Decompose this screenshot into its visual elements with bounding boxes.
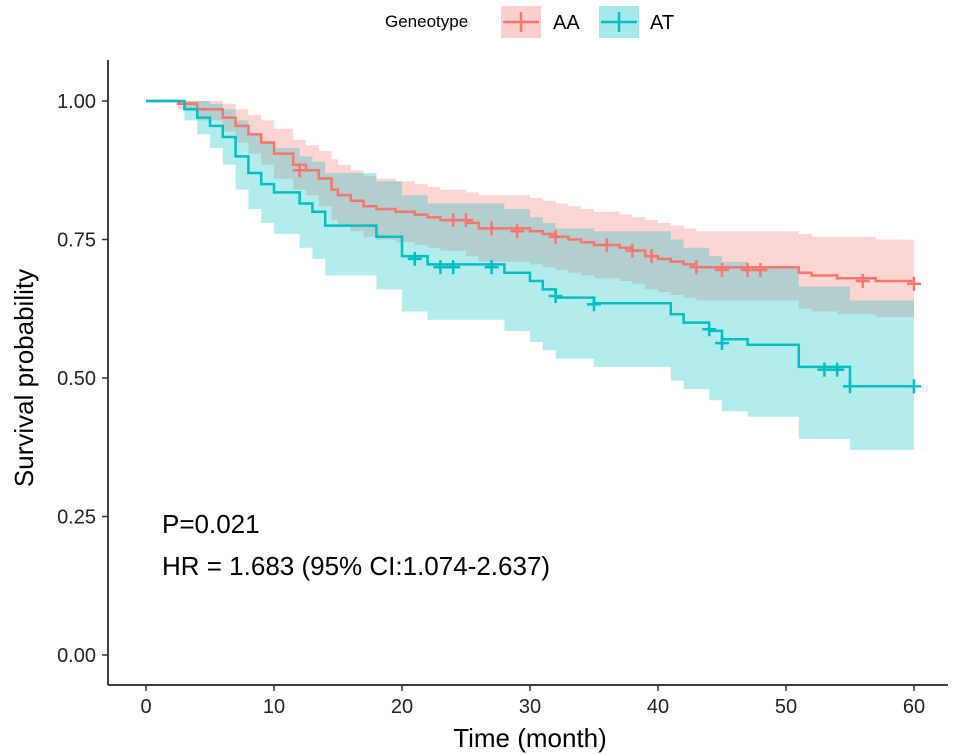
x-axis-ticks: 0 10 20 30 40 50 60: [140, 685, 925, 718]
censor-mark-aa: [907, 276, 921, 291]
censor-mark-at: [715, 336, 729, 351]
censor-mark-aa: [740, 262, 755, 277]
censor-mark-aa: [715, 262, 729, 277]
censor-mark-aa: [548, 229, 563, 244]
censor-mark-aa: [689, 260, 704, 275]
x-axis-title: Time (month): [453, 723, 607, 753]
y-axis-title: Survival probability: [9, 269, 39, 487]
x-tick-label: 10: [263, 696, 285, 718]
censor-mark-aa: [855, 274, 870, 289]
legend-at-label: AT: [650, 12, 674, 34]
censor-mark-at: [843, 379, 857, 394]
y-tick-label: 0.75: [57, 230, 96, 252]
censor-mark-at: [702, 322, 717, 337]
legend-item-aa: AA: [501, 6, 580, 38]
censor-mark-aa: [753, 262, 768, 277]
censor-mark-aa: [484, 221, 499, 236]
censor-mark-at: [484, 260, 499, 275]
y-axis-ticks: 0.00 0.25 0.50 0.75 1.00: [57, 91, 108, 667]
y-tick-label: 1.00: [57, 91, 96, 113]
censor-mark-aa: [625, 243, 640, 258]
censor-mark-aa: [459, 213, 473, 228]
legend-aa-label: AA: [553, 12, 580, 34]
x-tick-label: 30: [519, 696, 541, 718]
legend-item-at: AT: [599, 6, 674, 38]
censor-mark-aa: [644, 249, 659, 264]
censor-mark-aa: [599, 238, 614, 253]
censor-mark-aa: [446, 213, 461, 228]
censor-mark-at: [446, 260, 461, 275]
p-value-annotation: P=0.021: [162, 509, 260, 539]
x-tick-label: 20: [391, 696, 413, 718]
legend: Geneotype AA AT: [385, 6, 674, 38]
censor-mark-at: [907, 379, 921, 394]
x-tick-label: 50: [775, 696, 797, 718]
censor-mark-at: [587, 297, 601, 312]
censor-marks: [292, 163, 921, 394]
x-tick-label: 0: [140, 696, 151, 718]
censor-mark-at: [407, 251, 422, 266]
x-tick-label: 40: [647, 696, 669, 718]
censor-mark-at: [817, 362, 832, 377]
censor-mark-at: [433, 260, 448, 275]
y-tick-label: 0.50: [57, 368, 96, 390]
hazard-ratio-annotation: HR = 1.683 (95% CI:1.074-2.637): [162, 551, 550, 581]
y-tick-label: 0.00: [57, 645, 96, 667]
censor-mark-aa: [510, 224, 525, 239]
censor-mark-at: [548, 289, 563, 304]
y-tick-label: 0.25: [57, 507, 96, 529]
x-tick-label: 60: [903, 696, 925, 718]
legend-title: Geneotype: [385, 12, 468, 31]
censor-mark-aa: [292, 163, 307, 178]
censor-mark-at: [830, 362, 845, 377]
